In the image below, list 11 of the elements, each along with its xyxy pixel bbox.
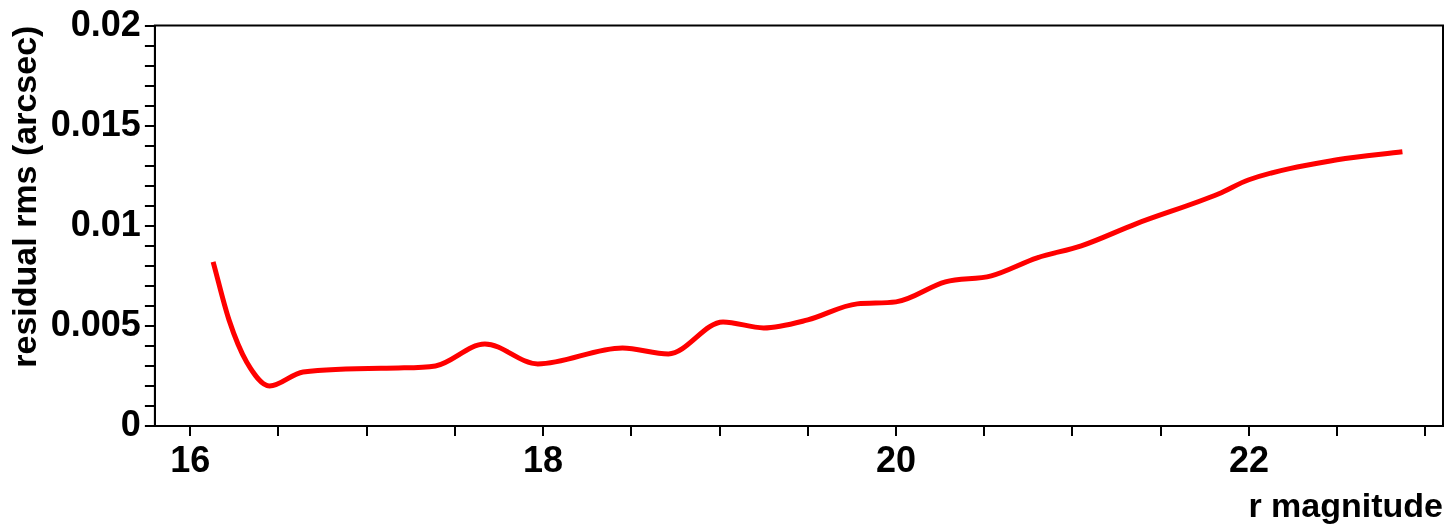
x-tick-label: 20 <box>875 438 917 480</box>
x-tick-label: 18 <box>523 438 564 480</box>
y-tick-label: 0.02 <box>70 2 141 44</box>
y-tick-label: 0.005 <box>50 302 141 344</box>
y-tick-label: 0.01 <box>70 202 141 244</box>
x-tick-label: 22 <box>1228 438 1269 480</box>
y-tick-label: 0 <box>120 402 141 444</box>
x-axis-title: r magnitude <box>1248 485 1443 524</box>
y-tick-label: 0.015 <box>50 102 141 144</box>
y-axis-title: residual rms (arcsec) <box>4 25 43 368</box>
x-tick-label: 16 <box>170 438 211 480</box>
